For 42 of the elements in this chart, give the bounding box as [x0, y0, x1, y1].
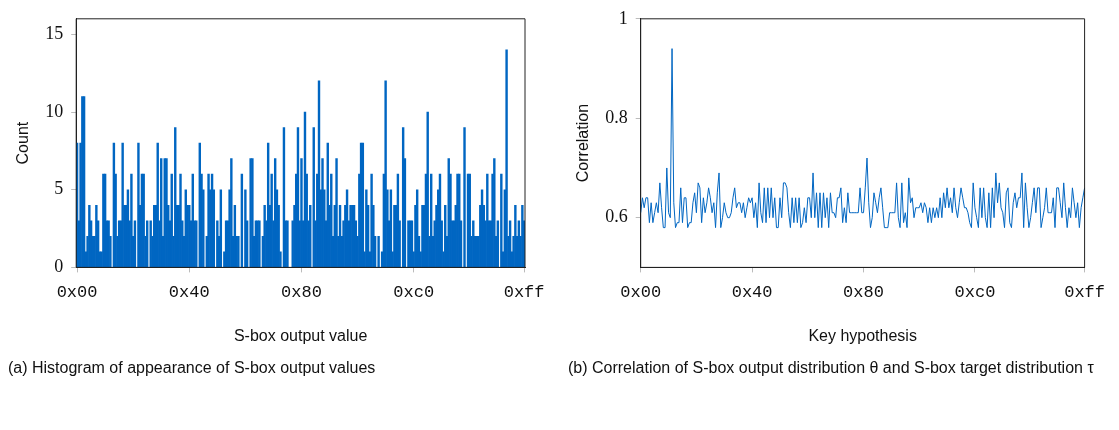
- text: (a) Histogram of appearance of S-box output values: [7, 358, 377, 378]
- bar: [463, 127, 466, 268]
- y-tick-label: 0.8: [605, 106, 628, 127]
- text: (b) Correlation of S-box output distribution θ and S-box target distribution τ: [567, 358, 1095, 378]
- bar: [500, 173, 503, 268]
- bar: [137, 142, 140, 268]
- bar: [505, 49, 508, 268]
- x-tick-label: 0x40: [731, 283, 773, 303]
- x-tick-label: 0xff: [1064, 283, 1105, 303]
- bar: [384, 80, 387, 268]
- bar: [95, 204, 98, 268]
- bar: [88, 204, 91, 268]
- y-tick-label: 1: [618, 7, 628, 28]
- x-tick-label: 0xc0: [954, 283, 996, 303]
- x-tick-label: 0xc0: [393, 283, 435, 303]
- bar: [493, 158, 496, 268]
- x-axis-title: Key hypothesis: [808, 326, 917, 344]
- x-tick-label: 0x80: [281, 283, 322, 303]
- bar: [486, 173, 489, 268]
- x-tick-label: 0x00: [620, 283, 662, 303]
- y-tick-label: 10: [45, 100, 64, 121]
- x-tick-label: 0x00: [56, 283, 98, 303]
- y-axis-title: Count: [14, 121, 32, 165]
- y-tick-label: 0: [54, 256, 64, 277]
- bar: [521, 204, 524, 268]
- x-tick-label: 0x40: [168, 283, 210, 303]
- bar: [377, 236, 380, 268]
- y-tick-label: 0.6: [605, 206, 628, 227]
- bar: [230, 158, 233, 268]
- bar: [130, 173, 133, 268]
- y-tick-label: 5: [54, 178, 64, 199]
- bar: [121, 142, 124, 268]
- x-tick-label: 0x80: [843, 283, 884, 303]
- x-tick-label: 0xff: [503, 283, 545, 303]
- bar: [335, 158, 338, 268]
- y-tick-label: 15: [45, 23, 64, 44]
- bar: [514, 204, 517, 268]
- y-axis-title: Correlation: [574, 103, 592, 183]
- bar: [426, 111, 429, 268]
- bar: [179, 173, 182, 268]
- x-axis-title: S-box output value: [233, 326, 368, 344]
- bar: [370, 173, 373, 268]
